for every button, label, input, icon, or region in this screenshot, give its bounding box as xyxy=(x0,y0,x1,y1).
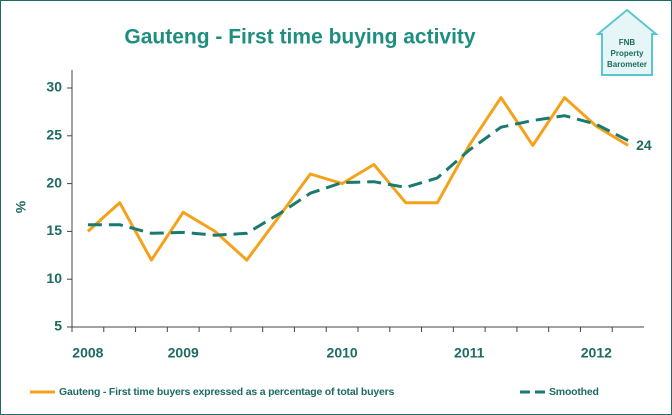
logo-text: FNB xyxy=(619,38,636,47)
y-tick-label: 30 xyxy=(46,79,62,95)
logo-text: Barometer xyxy=(607,60,647,69)
series-line xyxy=(86,96,629,262)
x-tick-label: 2011 xyxy=(454,345,485,361)
y-tick-label: 25 xyxy=(46,127,62,143)
y-tick-label: 10 xyxy=(46,270,62,286)
x-tick-label: 2010 xyxy=(327,345,358,361)
data-label: 24 xyxy=(636,137,652,153)
logo-text: Property xyxy=(611,49,644,58)
logo-house xyxy=(595,8,659,76)
logo: FNB Property Barometer xyxy=(595,8,659,76)
x-tick-label: 2012 xyxy=(581,345,612,361)
legend-label: Smoothed xyxy=(549,386,599,398)
y-tick-label: 20 xyxy=(46,174,62,190)
x-tick-label: 2008 xyxy=(72,345,103,361)
y-tick-label: 5 xyxy=(54,318,62,334)
y-tick-label: 15 xyxy=(46,222,62,238)
series-line xyxy=(87,114,629,237)
x-tick-label: 2009 xyxy=(168,345,199,361)
chart-title: Gauteng - First time buying activity xyxy=(124,26,476,49)
y-axis-label: % xyxy=(13,200,29,213)
legend-label: Gauteng - First time buyers expressed as… xyxy=(59,386,395,398)
